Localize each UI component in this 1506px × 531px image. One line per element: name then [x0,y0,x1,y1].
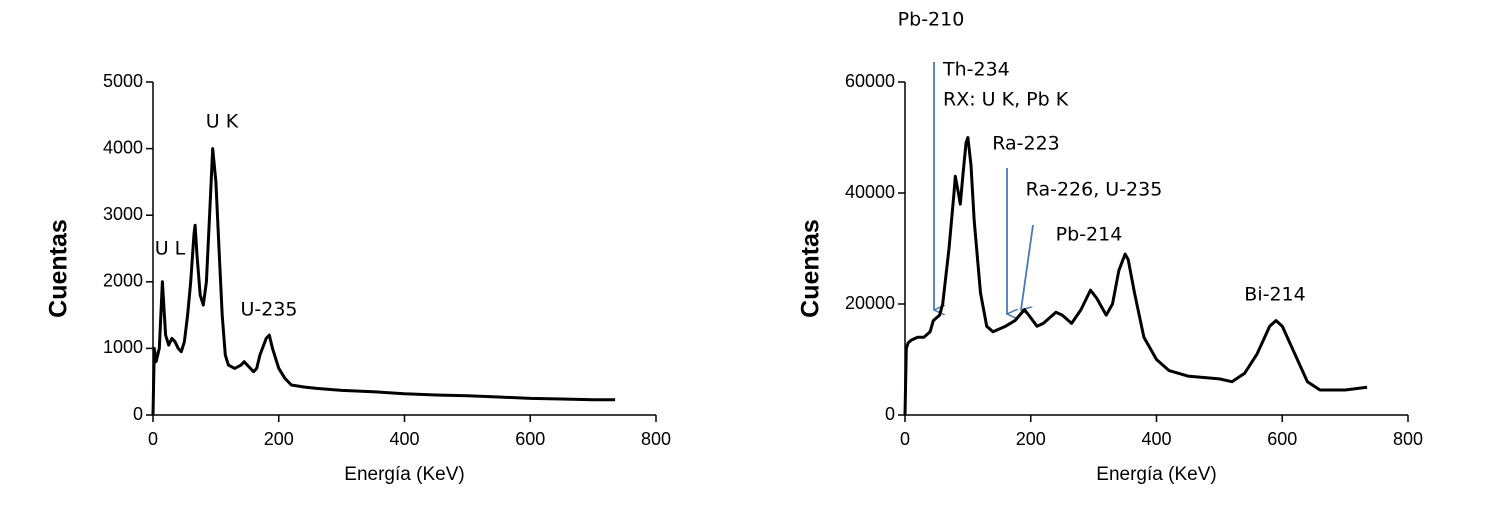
y-tick-label: 0 [133,404,143,424]
annotation: RX: U K, Pb K [943,89,1069,111]
x-tick-label: 600 [515,429,545,449]
x-tick-label: 200 [1016,429,1046,449]
x-tick-label: 0 [148,429,158,449]
annotation: Pb-214 [1056,224,1123,246]
y-tick-label: 0 [885,404,895,424]
spectrum-line [151,147,616,416]
x-tick-label: 400 [389,429,419,449]
y-axis-title: Cuentas [797,219,825,318]
y-tick-label: 2000 [103,271,143,291]
annotation: U L [155,238,186,260]
annotation: Pb-210 [898,9,965,31]
y-tick-label: 3000 [103,204,143,224]
annotation: Ra-226, U-235 [1026,179,1163,201]
annotation: Ra-223 [992,133,1060,155]
x-axis-title: Energía (KeV) [1096,464,1216,485]
x-axis-title: Energía (KeV) [344,464,464,485]
arrow [1021,224,1034,310]
y-tick-label: 20000 [845,293,895,313]
arrows [934,62,1034,314]
y-tick-label: 40000 [845,182,895,202]
x-tick-label: 200 [264,429,294,449]
x-tick-label: 800 [1393,429,1423,449]
x-tick-label: 800 [641,429,671,449]
annotation: Bi-214 [1244,284,1305,306]
y-axis-title: Cuentas [45,219,73,318]
y-tick-label: 5000 [103,71,143,91]
x-tick-label: 600 [1267,429,1297,449]
y-tick-label: 4000 [103,137,143,157]
y-tick-label: 1000 [103,337,143,357]
annotation: U K [206,111,239,133]
y-tick-label: 60000 [845,71,895,91]
annotation: Th-234 [942,59,1010,81]
annotation: U-235 [240,299,297,321]
spectrum-line [903,136,1368,416]
x-tick-label: 400 [1141,429,1171,449]
x-tick-label: 0 [900,429,910,449]
